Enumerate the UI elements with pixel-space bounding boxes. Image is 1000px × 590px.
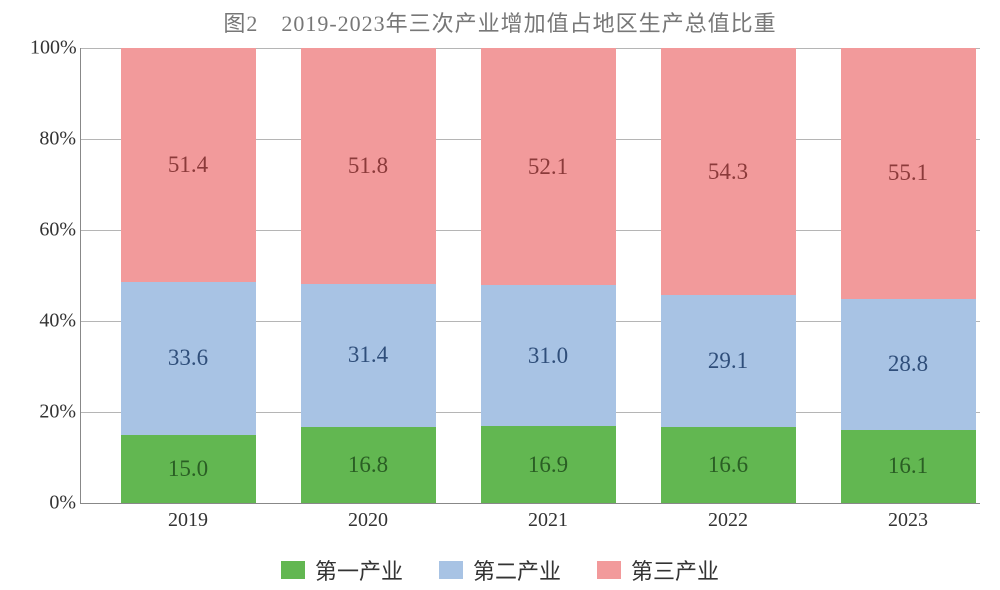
x-tick-label: 2019 bbox=[148, 509, 228, 532]
bar-segment: 51.4 bbox=[121, 48, 256, 282]
bar-value-label: 16.8 bbox=[348, 452, 388, 478]
y-tick-60: 60% bbox=[30, 219, 76, 242]
bar-value-label: 16.1 bbox=[888, 453, 928, 479]
legend: 第一产业 第二产业 第三产业 bbox=[0, 554, 1000, 586]
y-tick-20: 20% bbox=[30, 401, 76, 424]
y-tick-100: 100% bbox=[30, 37, 76, 60]
bar-value-label: 29.1 bbox=[708, 348, 748, 374]
bar-group: 16.1 28.8 55.1 bbox=[841, 48, 976, 503]
legend-label: 第二产业 bbox=[473, 554, 561, 586]
x-tick-label: 2021 bbox=[508, 509, 588, 532]
plot-area: 15.0 33.6 51.4 16.8 31.4 51.8 16.9 31.0 52.1 16.6… bbox=[80, 48, 980, 503]
bar-segment: 33.6 bbox=[121, 282, 256, 435]
y-tick-0: 0% bbox=[30, 492, 76, 515]
bar-value-label: 33.6 bbox=[168, 345, 208, 371]
bar-segment: 51.8 bbox=[301, 48, 436, 284]
gridline-0 bbox=[80, 503, 980, 504]
bar-segment: 28.8 bbox=[841, 299, 976, 430]
bar-segment: 15.0 bbox=[121, 435, 256, 503]
bar-segment: 31.4 bbox=[301, 284, 436, 427]
bar-value-label: 31.4 bbox=[348, 342, 388, 368]
legend-label: 第一产业 bbox=[315, 554, 403, 586]
bar-value-label: 28.8 bbox=[888, 351, 928, 377]
bar-value-label: 15.0 bbox=[168, 456, 208, 482]
legend-item: 第三产业 bbox=[597, 554, 719, 586]
bar-value-label: 52.1 bbox=[528, 154, 568, 180]
bar-segment: 55.1 bbox=[841, 48, 976, 299]
bar-value-label: 16.9 bbox=[528, 452, 568, 478]
bar-group: 16.6 29.1 54.3 bbox=[661, 48, 796, 503]
bar-segment: 29.1 bbox=[661, 295, 796, 427]
bar-segment: 54.3 bbox=[661, 48, 796, 295]
legend-swatch bbox=[281, 561, 305, 579]
bar-value-label: 16.6 bbox=[708, 452, 748, 478]
chart-title: 图2 2019-2023年三次产业增加值占地区生产总值比重 bbox=[0, 6, 1000, 38]
bar-segment: 31.0 bbox=[481, 285, 616, 426]
bar-segment: 16.9 bbox=[481, 426, 616, 503]
bar-value-label: 55.1 bbox=[888, 160, 928, 186]
y-tick-40: 40% bbox=[30, 310, 76, 333]
legend-item: 第一产业 bbox=[281, 554, 403, 586]
legend-label: 第三产业 bbox=[631, 554, 719, 586]
bar-segment: 52.1 bbox=[481, 48, 616, 285]
bar-segment: 16.1 bbox=[841, 430, 976, 503]
legend-swatch bbox=[439, 561, 463, 579]
legend-item: 第二产业 bbox=[439, 554, 561, 586]
bar-group: 16.9 31.0 52.1 bbox=[481, 48, 616, 503]
x-tick-label: 2022 bbox=[688, 509, 768, 532]
legend-swatch bbox=[597, 561, 621, 579]
y-tick-80: 80% bbox=[30, 128, 76, 151]
bar-value-label: 51.8 bbox=[348, 153, 388, 179]
bar-value-label: 51.4 bbox=[168, 152, 208, 178]
chart-container: { "title": "图2 2019-2023年三次产业增加值占地区生产总值比… bbox=[0, 0, 1000, 590]
x-tick-label: 2020 bbox=[328, 509, 408, 532]
bar-segment: 16.6 bbox=[661, 427, 796, 503]
bar-group: 15.0 33.6 51.4 bbox=[121, 48, 256, 503]
bar-value-label: 31.0 bbox=[528, 343, 568, 369]
x-tick-label: 2023 bbox=[868, 509, 948, 532]
bar-segment: 16.8 bbox=[301, 427, 436, 503]
bar-value-label: 54.3 bbox=[708, 159, 748, 185]
bar-group: 16.8 31.4 51.8 bbox=[301, 48, 436, 503]
